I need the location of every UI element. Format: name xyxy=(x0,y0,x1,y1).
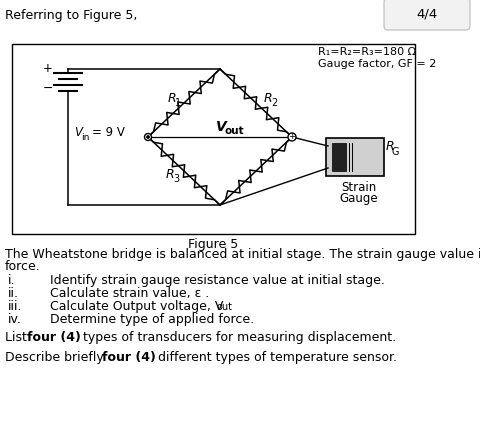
Bar xyxy=(325,138,383,176)
Text: 1: 1 xyxy=(175,98,180,108)
Text: = 9 V: = 9 V xyxy=(92,126,125,139)
Text: R: R xyxy=(263,92,272,105)
Text: Gauge factor, GF = 2: Gauge factor, GF = 2 xyxy=(317,59,435,69)
Text: List: List xyxy=(5,331,31,344)
Text: iii.: iii. xyxy=(8,300,23,313)
Circle shape xyxy=(146,136,149,138)
Text: ii.: ii. xyxy=(8,287,19,300)
Text: V: V xyxy=(74,126,82,139)
Text: R: R xyxy=(385,141,394,154)
Text: i.: i. xyxy=(8,274,15,287)
Text: V: V xyxy=(216,120,226,134)
Text: R₁=R₂=R₃=180 Ω: R₁=R₂=R₃=180 Ω xyxy=(317,47,415,57)
Text: out: out xyxy=(216,302,232,312)
FancyBboxPatch shape xyxy=(383,0,469,30)
Text: Calculate strain value, ε .: Calculate strain value, ε . xyxy=(50,287,209,300)
Text: out: out xyxy=(225,126,244,136)
Text: four (4): four (4) xyxy=(27,331,81,344)
Text: 4/4: 4/4 xyxy=(416,7,437,20)
Text: R: R xyxy=(165,168,174,181)
Text: R: R xyxy=(168,92,176,105)
Text: different types of temperature sensor.: different types of temperature sensor. xyxy=(154,351,396,364)
Text: iv.: iv. xyxy=(8,313,22,326)
Text: The Wheatstone bridge is balanced at initial stage. The strain gauge value is 20: The Wheatstone bridge is balanced at ini… xyxy=(5,248,480,261)
Text: −: − xyxy=(43,82,53,95)
Circle shape xyxy=(144,134,151,141)
Text: Gauge: Gauge xyxy=(339,192,378,205)
Text: Identify strain gauge resistance value at initial stage.: Identify strain gauge resistance value a… xyxy=(50,274,384,287)
Text: types of transducers for measuring displacement.: types of transducers for measuring displ… xyxy=(79,331,396,344)
Text: Describe briefly: Describe briefly xyxy=(5,351,108,364)
Text: four (4): four (4) xyxy=(102,351,156,364)
Text: Determine type of applied force.: Determine type of applied force. xyxy=(50,313,253,326)
Text: Strain: Strain xyxy=(341,181,376,194)
Text: +: + xyxy=(288,132,295,141)
Text: G: G xyxy=(391,147,399,157)
Bar xyxy=(331,143,345,171)
Circle shape xyxy=(288,133,295,141)
Text: Referring to Figure 5,: Referring to Figure 5, xyxy=(5,9,137,22)
Text: force.: force. xyxy=(5,260,41,273)
Bar xyxy=(12,44,414,234)
Text: Calculate Output voltage, V: Calculate Output voltage, V xyxy=(50,300,223,313)
Text: 2: 2 xyxy=(270,98,276,108)
Text: in: in xyxy=(81,134,89,142)
Text: 3: 3 xyxy=(173,174,179,184)
Text: Figure 5: Figure 5 xyxy=(188,238,238,251)
Text: +: + xyxy=(43,62,53,76)
